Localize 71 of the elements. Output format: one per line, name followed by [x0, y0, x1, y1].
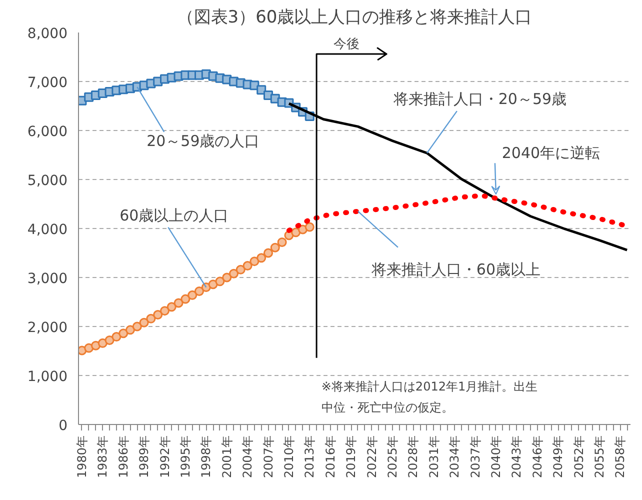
point — [277, 237, 287, 247]
annotation: ※将来推計人口は2012年1月推計。出生中位・死亡中位の仮定。 — [321, 379, 538, 414]
point — [118, 328, 128, 338]
x-tick-label: 2043年 — [510, 435, 524, 478]
x-tick-label: 2034年 — [448, 435, 462, 478]
x-tick-label: 2058年 — [613, 435, 628, 478]
point — [264, 248, 273, 258]
y-tick-label: 2,000 — [27, 320, 68, 336]
point — [104, 335, 114, 345]
point — [194, 286, 204, 296]
x-tick-label: 1998年 — [199, 435, 214, 478]
x-tick-label: 2010年 — [282, 435, 296, 478]
y-tick-label: 4,000 — [27, 222, 68, 238]
x-tick-label: 2028年 — [406, 435, 420, 478]
point — [256, 253, 266, 263]
y-tick-label: 8,000 — [27, 26, 68, 42]
x-tick-label: 2001年 — [220, 435, 234, 478]
point — [304, 222, 314, 232]
x-tick-label: 1983年 — [96, 435, 110, 478]
x-tick-label: 1980年 — [74, 435, 89, 478]
ref-line-label: 今後 — [334, 37, 360, 52]
y-tick-label: 5,000 — [27, 173, 68, 189]
point — [139, 318, 149, 328]
x-tick-label: 1992年 — [158, 435, 172, 478]
point — [166, 302, 176, 312]
point — [270, 242, 280, 252]
point — [132, 322, 142, 332]
text: 60歳以上の人口 — [120, 206, 229, 224]
x-tick-label: 2016年 — [323, 435, 338, 478]
x-tick-label: 2040年 — [488, 435, 503, 478]
x-tick-label: 2025年 — [385, 435, 400, 478]
x-tick-label: 2055年 — [592, 435, 606, 478]
x-tick-label: 2031年 — [426, 435, 441, 478]
point — [215, 276, 225, 286]
point — [112, 332, 122, 342]
y-tick-label: 3,000 — [27, 271, 68, 287]
x-tick-label: 2019年 — [344, 435, 358, 478]
y-tick-label: 7,000 — [27, 75, 68, 91]
point — [208, 280, 218, 290]
x-tick-label: 2004年 — [240, 435, 255, 478]
point — [146, 314, 156, 324]
x-tick-label: 2046年 — [530, 435, 544, 478]
point — [174, 298, 184, 308]
point — [250, 256, 260, 266]
x-tick-label: 1986年 — [116, 435, 130, 478]
point — [236, 264, 246, 274]
point — [153, 310, 163, 320]
x-tick-label: 2022年 — [364, 435, 379, 478]
y-tick-label: 0 — [58, 418, 68, 434]
x-tick-label: 2049年 — [551, 435, 566, 478]
point — [126, 325, 135, 335]
annotation: 2040年に逆転 — [502, 144, 600, 162]
chart-title: （図表3）60歳以上人口の推移と将来推計人口 — [176, 8, 532, 28]
point — [188, 290, 198, 300]
point — [222, 272, 232, 282]
x-tick-label: 2013年 — [302, 435, 317, 478]
x-tick-label: 1995年 — [178, 435, 192, 478]
point — [160, 306, 170, 316]
text: 将来推計人口・20～59歳 — [392, 90, 567, 108]
point — [98, 338, 108, 348]
text: 将来推計人口・60歳以上 — [370, 260, 540, 278]
point — [180, 294, 190, 304]
x-tick-label: 1989年 — [137, 435, 152, 478]
point — [229, 268, 238, 278]
point — [242, 261, 252, 270]
y-tick-label: 1,000 — [27, 369, 68, 385]
x-tick-label: 2007年 — [261, 435, 276, 478]
x-tick-label: 2037年 — [468, 435, 482, 478]
x-tick-label: 2052年 — [572, 435, 586, 478]
text: 20～59歳の人口 — [146, 132, 260, 150]
y-tick-label: 6,000 — [27, 124, 68, 140]
